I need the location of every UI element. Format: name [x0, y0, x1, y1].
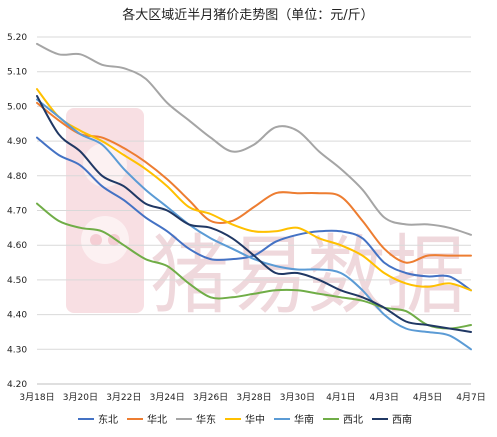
- x-tick-label: 3月26日: [193, 392, 228, 403]
- y-tick-label: 4.50: [7, 276, 27, 286]
- chart-grid: [37, 36, 471, 385]
- legend-label: 华南: [294, 413, 314, 426]
- y-tick-label: 4.80: [7, 172, 27, 182]
- legend-label: 东北: [98, 413, 118, 426]
- y-tick-label: 5.20: [7, 33, 27, 43]
- series-line-3: [36, 88, 472, 292]
- x-tick-label: 3月22日: [106, 392, 141, 403]
- x-tick-label: 4月3日: [369, 392, 398, 403]
- y-tick-label: 5.10: [7, 68, 27, 78]
- y-tick-label: 4.90: [7, 137, 27, 147]
- legend-label: 华东: [196, 413, 216, 426]
- series-line-2: [36, 42, 472, 236]
- y-tick-label: 4.60: [7, 241, 27, 251]
- x-tick-label: 4月1日: [326, 392, 355, 403]
- x-tick-label: 3月24日: [150, 392, 185, 403]
- y-tick-label: 4.20: [7, 380, 27, 390]
- series-line-4: [36, 98, 472, 351]
- y-tick-label: 4.70: [7, 207, 27, 217]
- y-tick-label: 4.30: [7, 345, 27, 355]
- chart-legend: 东北 华北 华东 华中 华南 西北 西南: [78, 413, 412, 426]
- legend-label: 华中: [245, 413, 265, 426]
- legend-label: 西南: [392, 413, 412, 426]
- series-line-6: [36, 95, 472, 333]
- x-tick-label: 4月5日: [413, 392, 442, 403]
- x-tick-label: 3月20日: [63, 392, 98, 403]
- y-tick-label: 4.40: [7, 311, 27, 321]
- chart-series: [36, 42, 472, 351]
- legend-label: 西北: [343, 414, 363, 426]
- y-axis: 5.20 5.10 5.00 4.90 4.80 4.70 4.60 4.50 4.40 4.30…: [7, 33, 27, 390]
- series-line-1: [36, 101, 472, 264]
- x-tick-label: 4月7日: [456, 392, 485, 403]
- x-tick-label: 3月30日: [280, 392, 315, 403]
- y-tick-label: 5.00: [7, 102, 27, 112]
- x-tick-label: 3月28日: [236, 392, 271, 403]
- x-axis: 3月18日 3月20日 3月22日 3月24日 3月26日 3月28日 3月30日 4月1日 4…: [19, 383, 486, 403]
- series-line-5: [36, 202, 472, 330]
- legend-label: 华北: [147, 413, 167, 426]
- x-tick-label: 3月18日: [19, 392, 54, 403]
- chart-title: 各大区域近半月猪价走势图（单位：元/斤）: [122, 7, 373, 23]
